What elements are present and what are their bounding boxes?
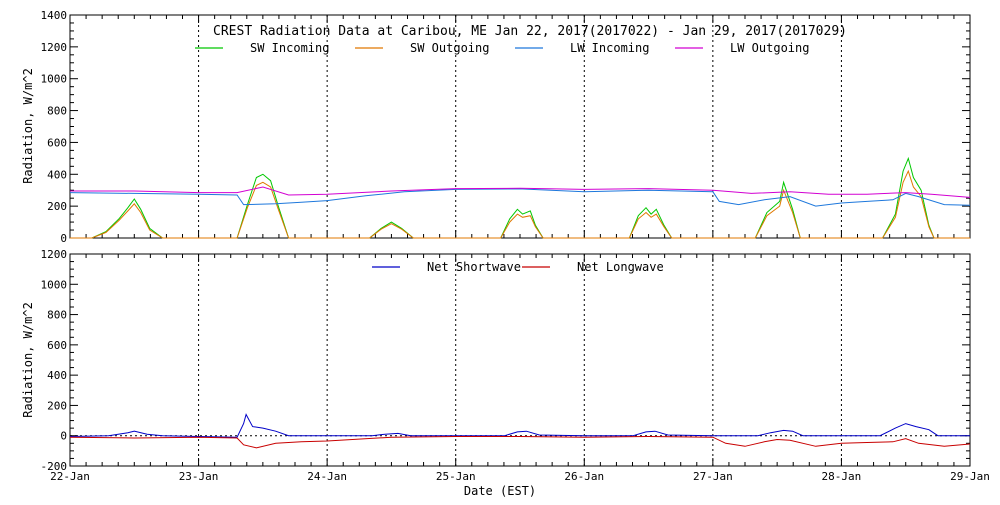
bottom-plot-frame [69, 253, 971, 467]
top-series-lw-outgoing [70, 186, 971, 198]
bottom-y-tick-label: 1000 [41, 278, 68, 291]
bottom-x-tick-label: 23-Jan [179, 470, 219, 483]
legend-label-lw-outgoing: LW Outgoing [730, 41, 809, 55]
bottom-y-tick-label: 600 [47, 339, 67, 352]
bottom-y-tick-label: 400 [47, 369, 67, 382]
legend-label-sw-incoming: SW Incoming [250, 41, 329, 55]
top-y-tick-label: 0 [60, 232, 67, 245]
bottom-y-tick-label: 1200 [41, 248, 68, 261]
top-y-axis-title: Radiation, W/m^2 [21, 68, 35, 184]
bottom-panel: -200 0 200 400 600 800 1000 1200 22-Jan 23-Jan 24-… [41, 248, 990, 483]
top-y-tick-label: 200 [47, 200, 67, 213]
top-y-tick-label: 1400 [41, 9, 68, 22]
top-series-sw-outgoing [70, 169, 970, 239]
top-series-sw-incoming [70, 156, 970, 239]
bottom-y-tick-label: 800 [47, 309, 67, 322]
top-series-lw-incoming [69, 188, 971, 207]
top-panel: 0 200 400 600 800 1000 1200 1400 SW Incoming SW O… [41, 9, 971, 245]
x-axis-title: Date (EST) [464, 484, 536, 498]
legend-label-sw-outgoing: SW Outgoing [410, 41, 489, 55]
legend-label-lw-incoming: LW Incoming [570, 41, 649, 55]
chart-title: CREST Radiation Data at Caribou, ME Jan … [213, 24, 847, 39]
bottom-y-tick-label: 0 [60, 430, 67, 443]
bottom-y-tick-label: 200 [47, 399, 67, 412]
bottom-x-tick-label: 27-Jan [693, 470, 733, 483]
top-y-tick-label: 1200 [41, 41, 68, 54]
bottom-x-tick-label: 25-Jan [436, 470, 476, 483]
bottom-x-tick-label: 29-Jan [950, 470, 990, 483]
bottom-y-tick-label: -200 [41, 460, 68, 473]
bottom-x-tick-label: 28-Jan [822, 470, 862, 483]
legend-label-net-longwave: Net Longwave [577, 260, 664, 274]
bottom-series-net-longwave [69, 435, 971, 449]
top-y-tick-label: 600 [47, 136, 67, 149]
bottom-x-tick-label: 26-Jan [564, 470, 604, 483]
top-y-tick-label: 800 [47, 105, 67, 118]
bottom-x-tick-label: 22-Jan [50, 470, 90, 483]
bottom-x-tick-label: 24-Jan [307, 470, 347, 483]
top-y-tick-label: 1000 [41, 73, 68, 86]
legend-label-net-shortwave: Net Shortwave [427, 260, 521, 274]
top-y-tick-label: 400 [47, 168, 67, 181]
bottom-y-axis-title: Radiation, W/m^2 [21, 302, 35, 418]
bottom-series-net-shortwave [69, 413, 970, 438]
